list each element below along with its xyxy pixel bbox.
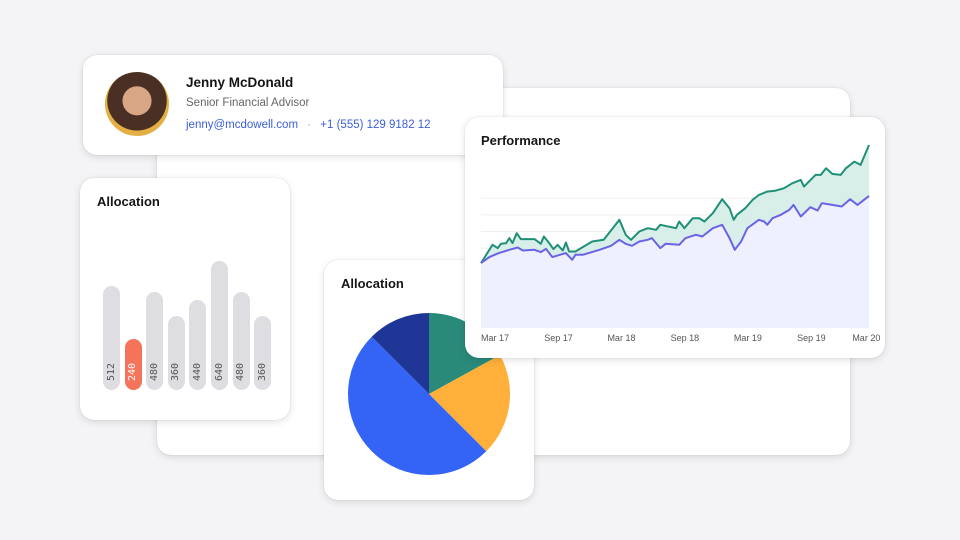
avatar bbox=[105, 72, 169, 136]
card-title: Allocation bbox=[97, 194, 160, 209]
pie-slice-blue bbox=[348, 336, 487, 475]
card-title: Allocation bbox=[341, 276, 404, 291]
bar: 360 bbox=[167, 315, 185, 390]
pie-slice-navy bbox=[371, 313, 429, 394]
bar: 360 bbox=[254, 315, 272, 390]
bar-value-label: 480 bbox=[148, 362, 160, 382]
bar-value-label: 512 bbox=[105, 362, 117, 382]
bar-value-label: 440 bbox=[191, 362, 203, 382]
performance-card: Performance Mar 17 Sep 17 Mar 18 Sep 18 Mar … bbox=[465, 117, 885, 358]
bar-value-label: 360 bbox=[256, 362, 268, 382]
bar-value-label: 480 bbox=[235, 362, 247, 382]
bar: 640 bbox=[211, 261, 228, 390]
allocation-bar-card: Allocation 512 240 480 360 440 640 480 360 bbox=[80, 178, 290, 420]
bar: 480 bbox=[232, 292, 250, 390]
contact-line: jenny@mcdowell.com · +1 (555) 129 9182 1… bbox=[186, 119, 437, 131]
profile-name: Jenny McDonald bbox=[186, 75, 294, 90]
phone-link[interactable]: +1 (555) 129 9182 12 bbox=[320, 119, 431, 131]
bar-value-label: 640 bbox=[213, 362, 225, 382]
bar: 240 bbox=[124, 339, 142, 390]
separator: · bbox=[307, 119, 312, 131]
x-tick-label: Mar 17 bbox=[481, 333, 510, 343]
bar: 512 bbox=[103, 286, 120, 390]
profile-card: Jenny McDonald Senior Financial Advisor … bbox=[83, 55, 503, 155]
profile-role: Senior Financial Advisor bbox=[186, 97, 310, 109]
bar-value-label: 240 bbox=[127, 362, 139, 382]
bar: 440 bbox=[189, 300, 207, 390]
performance-chart bbox=[480, 144, 870, 328]
x-tick-label: Mar 20 bbox=[852, 333, 881, 343]
email-link[interactable]: jenny@mcdowell.com bbox=[186, 119, 299, 131]
card-title: Performance bbox=[481, 133, 561, 148]
x-tick-label: Sep 17 bbox=[544, 333, 573, 343]
purple-area bbox=[481, 195, 869, 328]
x-tick-label: Sep 18 bbox=[670, 333, 700, 343]
bar-value-label: 360 bbox=[170, 362, 182, 382]
x-tick-label: Mar 19 bbox=[733, 333, 762, 343]
pie-slice-orange bbox=[429, 354, 510, 452]
x-tick-label: Sep 19 bbox=[797, 333, 826, 343]
green-series-line bbox=[480, 144, 870, 264]
x-tick-label: Mar 18 bbox=[607, 333, 636, 343]
purple-series-line bbox=[480, 195, 870, 264]
bar: 480 bbox=[146, 292, 164, 390]
